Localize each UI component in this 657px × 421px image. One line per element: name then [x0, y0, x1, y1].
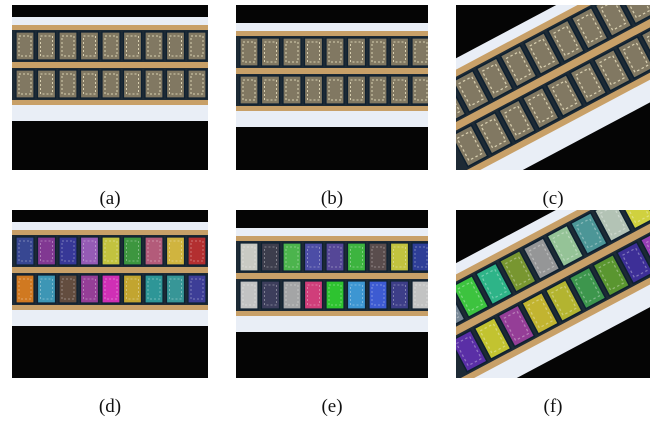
photo: [196, 5, 468, 170]
caption: (d): [99, 396, 121, 417]
tile-texture: [434, 295, 459, 324]
photo: [0, 210, 248, 378]
caption: (b): [321, 188, 343, 209]
photo: [0, 5, 248, 170]
photo: [196, 210, 468, 378]
board-group: [0, 17, 248, 121]
caption: (e): [321, 396, 342, 417]
caption: (c): [542, 188, 563, 209]
caption: (a): [99, 188, 120, 209]
board-group: [0, 222, 248, 326]
page: (a) (b) (c) (d) (e) (f) (() => { const d…: [0, 0, 657, 421]
caption: (f): [544, 396, 563, 417]
board-group: [196, 228, 468, 332]
figure: (a) (b) (c) (d) (e) (f): [0, 0, 657, 421]
board-group: [196, 23, 468, 127]
